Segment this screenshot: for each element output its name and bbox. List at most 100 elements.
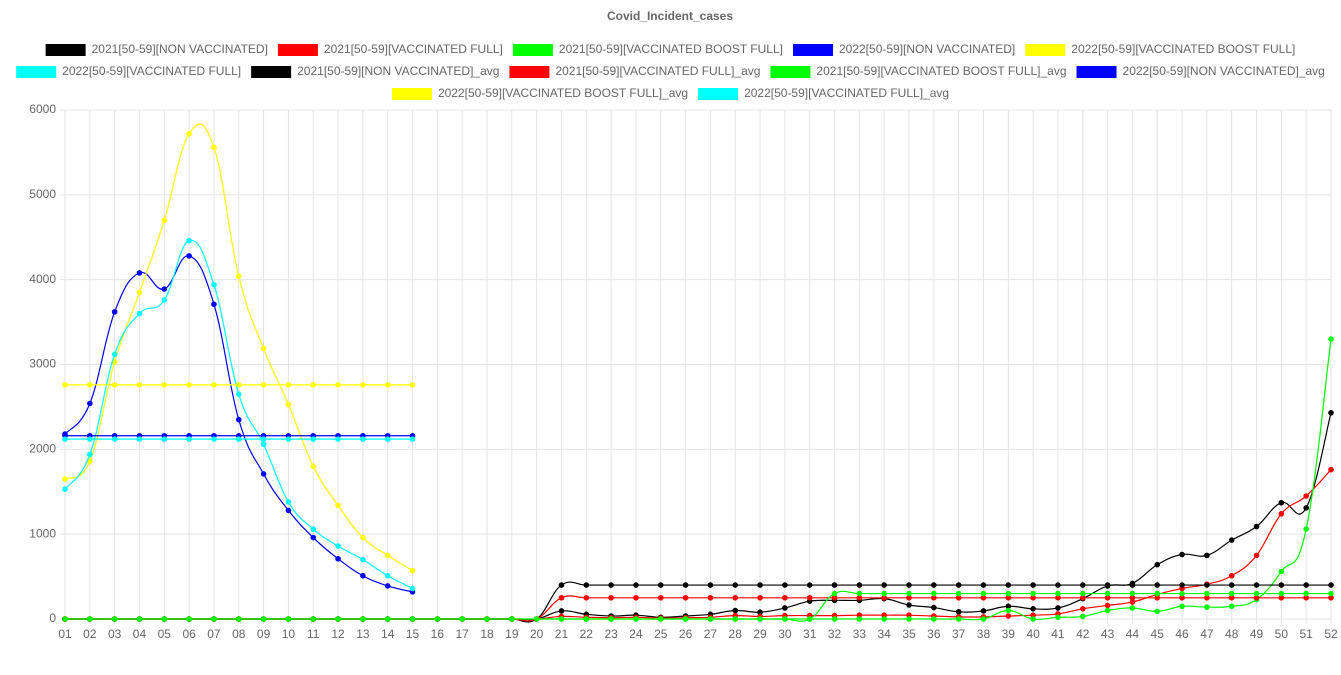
x-tick-label: 31 xyxy=(803,627,817,641)
data-point xyxy=(831,590,838,597)
data-point xyxy=(955,590,962,597)
data-point xyxy=(335,382,341,388)
data-point xyxy=(161,217,168,224)
data-point xyxy=(1278,511,1285,517)
data-point xyxy=(1154,561,1161,568)
data-point xyxy=(211,616,217,622)
data-point xyxy=(260,436,267,442)
x-tick-label: 03 xyxy=(108,627,122,641)
data-point xyxy=(1328,336,1334,342)
chart-title: Covid_Incident_cases xyxy=(607,9,733,23)
x-tick-label: 29 xyxy=(753,627,767,641)
data-point xyxy=(360,616,366,622)
x-tick-label: 20 xyxy=(530,627,544,641)
data-point xyxy=(1104,590,1111,597)
data-point xyxy=(980,582,987,588)
data-point xyxy=(384,583,391,589)
series-line xyxy=(65,412,1332,621)
data-point xyxy=(360,436,366,442)
legend-swatch xyxy=(251,66,292,78)
data-point xyxy=(1154,582,1161,588)
legend-swatch xyxy=(512,44,553,56)
legend-label: 2021[50-59][VACCINATED FULL] xyxy=(324,42,503,56)
x-tick-label: 26 xyxy=(679,627,693,641)
data-point xyxy=(1104,607,1111,614)
data-point xyxy=(62,476,68,482)
x-tick-label: 48 xyxy=(1225,627,1239,641)
legend-swatch xyxy=(1025,44,1066,56)
data-point xyxy=(1328,590,1334,597)
x-tick-label: 39 xyxy=(1002,627,1016,641)
data-point xyxy=(1104,602,1111,609)
data-point xyxy=(1328,582,1334,588)
x-tick-label: 12 xyxy=(331,627,345,641)
data-point xyxy=(310,463,317,470)
x-tick-label: 24 xyxy=(629,627,643,641)
data-point xyxy=(211,301,217,308)
data-point xyxy=(310,534,317,541)
x-tick-label: 44 xyxy=(1126,627,1140,641)
data-point xyxy=(87,400,93,407)
data-point xyxy=(1030,590,1036,597)
data-point xyxy=(335,543,341,549)
legend-label: 2021[50-59][VACCINATED BOOST FULL]_avg xyxy=(816,64,1066,78)
x-tick-label: 40 xyxy=(1026,627,1040,641)
data-point xyxy=(335,616,341,622)
legend-swatch xyxy=(45,44,86,56)
data-point xyxy=(657,616,664,622)
data-point xyxy=(136,382,143,388)
data-point xyxy=(1228,537,1235,543)
x-tick-label: 09 xyxy=(257,627,271,641)
x-tick-label: 18 xyxy=(480,627,494,641)
data-point xyxy=(285,436,292,442)
data-point xyxy=(608,582,614,588)
data-point xyxy=(136,616,143,622)
x-tick-label: 32 xyxy=(828,627,842,641)
data-point xyxy=(360,534,366,541)
data-point xyxy=(1104,582,1111,588)
data-point xyxy=(806,616,813,622)
x-tick-label: 05 xyxy=(158,627,172,641)
data-point xyxy=(87,616,93,622)
data-point xyxy=(906,590,912,597)
data-point xyxy=(211,436,217,442)
data-point xyxy=(310,382,317,388)
x-tick-label: 16 xyxy=(431,627,445,641)
data-point xyxy=(757,616,763,622)
data-point xyxy=(285,499,292,505)
data-point xyxy=(782,616,788,622)
data-point xyxy=(533,616,540,622)
series-line xyxy=(65,581,1331,623)
data-point xyxy=(931,590,937,597)
data-point xyxy=(310,616,317,622)
series-line xyxy=(64,123,413,572)
y-tick-label: 3000 xyxy=(29,357,56,371)
legend-swatch xyxy=(16,66,57,78)
legend-swatch xyxy=(792,44,833,56)
data-point xyxy=(1055,590,1061,597)
x-tick-label: 06 xyxy=(182,627,196,641)
legend-swatch xyxy=(391,88,432,100)
data-point xyxy=(235,416,242,423)
data-point xyxy=(1179,582,1185,588)
y-tick-label: 1000 xyxy=(29,526,56,540)
data-point xyxy=(856,590,863,597)
data-point xyxy=(285,382,292,388)
data-point xyxy=(285,401,292,408)
x-tick-label: 47 xyxy=(1200,627,1214,641)
data-point xyxy=(459,616,465,622)
data-point xyxy=(186,616,192,622)
legend-row: 2021[50-59][NON VACCINATED] 2021[50-59][V… xyxy=(45,42,1295,56)
legend-label: 2021[50-59][NON VACCINATED]_avg xyxy=(297,64,499,78)
data-point xyxy=(186,237,192,244)
data-point xyxy=(310,436,317,442)
data-point xyxy=(1303,582,1309,588)
x-tick-label: 38 xyxy=(977,627,991,641)
data-point xyxy=(831,616,838,622)
x-tick-label: 01 xyxy=(58,627,72,641)
data-point xyxy=(1228,572,1235,579)
x-tick-label: 23 xyxy=(604,627,618,641)
data-point xyxy=(682,594,689,601)
data-point xyxy=(1129,590,1136,597)
data-point xyxy=(1179,590,1185,597)
